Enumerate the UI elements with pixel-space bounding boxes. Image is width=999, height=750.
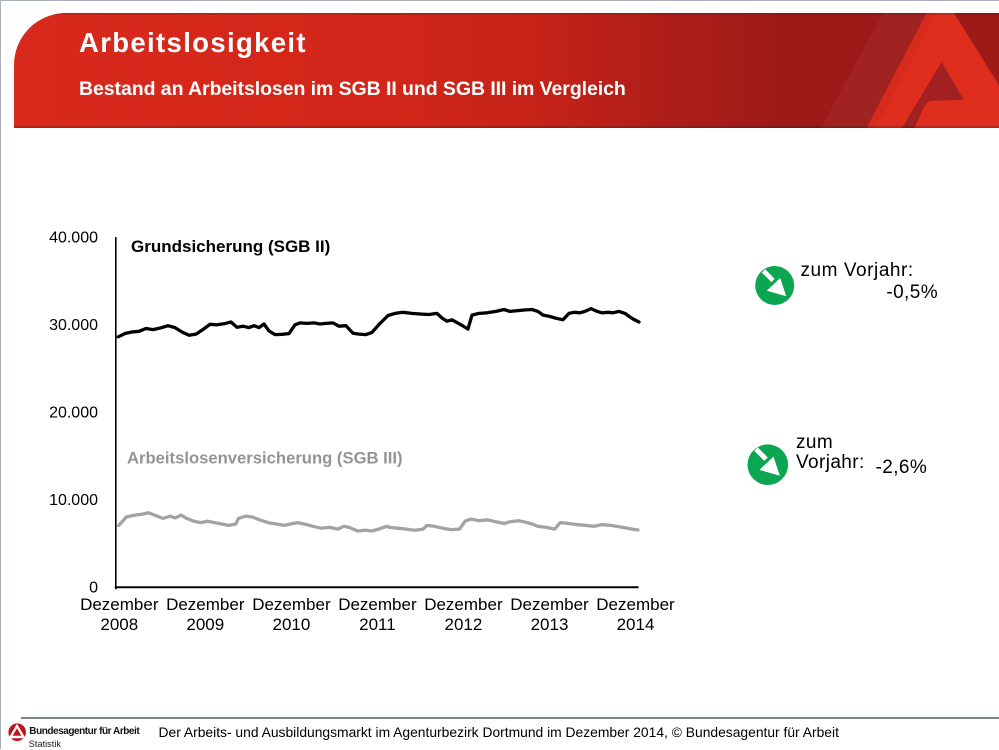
svg-text:2009: 2009 (186, 615, 224, 634)
svg-text:2008: 2008 (100, 615, 138, 634)
svg-text:Dezember: Dezember (510, 595, 589, 614)
svg-text:2014: 2014 (617, 615, 655, 634)
svg-text:Dezember: Dezember (338, 595, 417, 614)
svg-text:30.000: 30.000 (49, 317, 98, 334)
svg-text:40.000: 40.000 (49, 230, 98, 247)
svg-text:0: 0 (89, 580, 98, 597)
svg-text:Dezember: Dezember (80, 595, 159, 614)
svg-text:Arbeitslosenversicherung (SGB: Arbeitslosenversicherung (SGB III) (127, 449, 403, 468)
svg-text:Dezember: Dezember (596, 595, 675, 614)
svg-text:10.000: 10.000 (49, 492, 98, 509)
svg-text:Dezember: Dezember (166, 595, 245, 614)
svg-text:Grundsicherung (SGB II): Grundsicherung (SGB II) (131, 237, 330, 256)
svg-text:2011: 2011 (359, 615, 396, 634)
svg-text:2013: 2013 (531, 615, 569, 634)
svg-text:2012: 2012 (444, 615, 482, 634)
svg-text:2010: 2010 (272, 615, 310, 634)
svg-text:20.000: 20.000 (49, 405, 98, 422)
svg-text:Dezember: Dezember (424, 595, 503, 614)
svg-text:Dezember: Dezember (252, 595, 331, 614)
